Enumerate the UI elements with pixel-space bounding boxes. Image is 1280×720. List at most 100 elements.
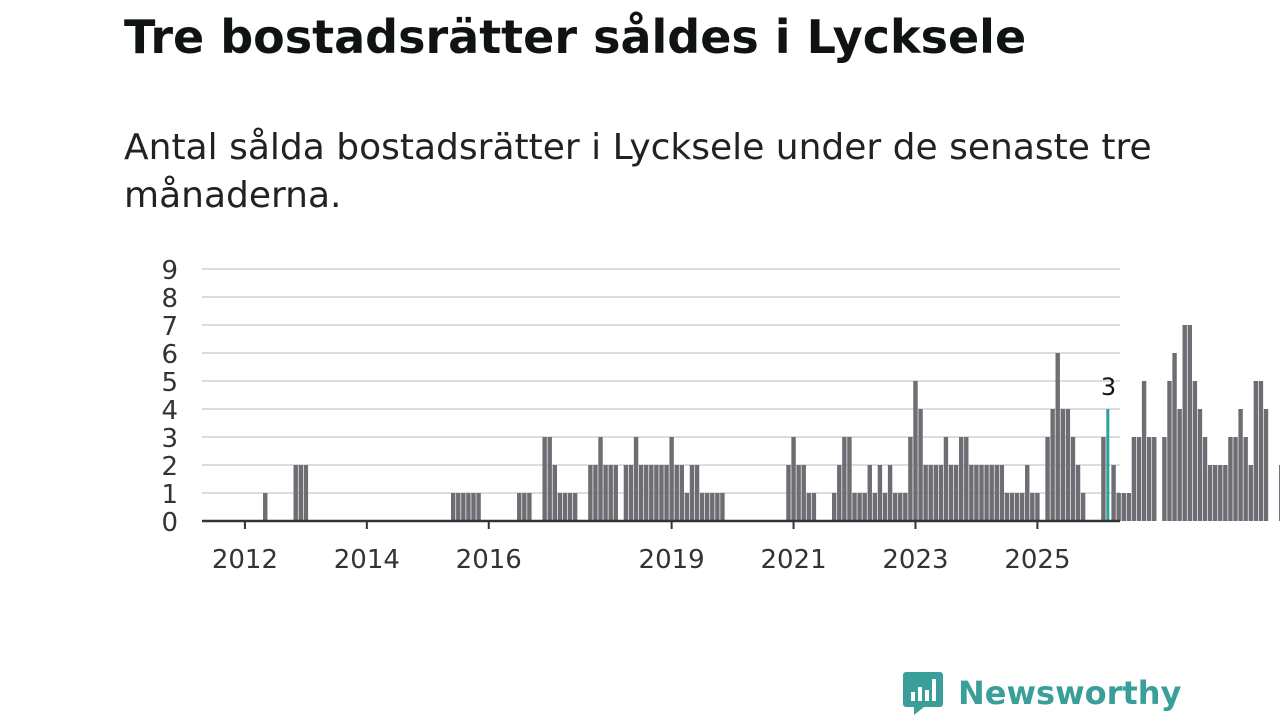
x-tick-label: 2014 [334,545,400,575]
bar [466,493,471,521]
bar [1233,437,1238,521]
bar [1131,437,1137,521]
bar [1116,493,1121,521]
bar [918,409,923,521]
bar [1050,409,1055,521]
bar-chart-speech-bubble-icon [903,672,943,715]
bar [659,465,664,521]
brand-name: Newsworthy [958,674,1182,712]
bar [593,465,598,521]
bar [1187,325,1192,521]
bar [847,437,852,521]
bar [1167,381,1172,521]
y-tick-label: 1 [161,480,178,510]
bar [522,493,527,521]
bar [994,465,999,521]
bar [1035,493,1040,521]
bar [872,493,878,521]
bar [796,465,801,521]
x-tick-label: 2023 [882,545,948,575]
y-tick-label: 3 [161,424,178,454]
bar [791,437,796,521]
bar [786,465,791,521]
bar [684,493,690,521]
bar [1065,409,1071,521]
bar [1146,437,1152,521]
bar [1025,465,1030,521]
bar [857,493,862,521]
bar [999,465,1005,521]
bar [598,437,603,521]
bar [1126,493,1132,521]
x-tick-label: 2012 [212,545,278,575]
bar [887,465,893,521]
bar [903,493,908,521]
bar [1014,493,1020,521]
bar [654,465,659,521]
bar [1218,465,1223,521]
x-tick-label: 2021 [760,545,826,575]
bar [669,437,674,521]
bar-series [263,325,1280,521]
bar [811,493,817,521]
grid-lines [202,268,1120,494]
bar [303,465,309,521]
bar [1004,493,1010,521]
bar [1207,465,1213,521]
bar [862,493,867,521]
bar [451,493,456,521]
bar [959,437,964,521]
chart-subtitle: Antal sålda bostadsrätter i Lycksele und… [124,127,1152,216]
bar [1253,381,1259,521]
bar [984,465,989,521]
x-tick-label: 2019 [639,545,705,575]
bar [806,493,811,521]
bar [964,437,969,521]
bar [1121,493,1126,521]
bar [699,493,705,521]
bar [908,437,913,521]
bar [913,381,918,521]
bar [1080,493,1086,521]
bar [948,465,954,521]
bar [694,465,700,521]
bar [608,465,613,521]
y-tick-label: 7 [161,312,178,342]
bar [943,437,949,521]
bar [1152,437,1157,521]
bar [705,493,710,521]
bar [633,437,639,521]
bar [715,493,720,521]
bar [1258,381,1264,521]
bar [720,493,725,521]
newsworthy-logo: Newsworthy [902,670,1181,716]
bar [461,493,466,521]
bar [664,465,669,521]
bar [1019,493,1025,521]
bar [1060,409,1065,521]
bar [1162,437,1167,521]
x-tick-label: 2025 [1004,545,1070,575]
bar [1213,465,1218,521]
bar [588,465,593,521]
bar [928,465,933,521]
bar [933,465,938,521]
bar [603,465,608,521]
page-title: Tre bostadsrätter såldes i Lycksele [124,10,1027,64]
bar [567,493,573,521]
y-tick-label: 5 [161,368,178,398]
bar [628,465,634,521]
bar [679,465,684,521]
y-tick-label: 4 [161,396,178,426]
bar [298,465,303,521]
bar [1070,437,1076,521]
bar [1009,493,1015,521]
y-tick-label: 2 [161,452,178,482]
bar [572,493,578,521]
bar [623,465,629,521]
bar [293,465,298,521]
bar [527,493,532,521]
axes [202,519,1120,529]
